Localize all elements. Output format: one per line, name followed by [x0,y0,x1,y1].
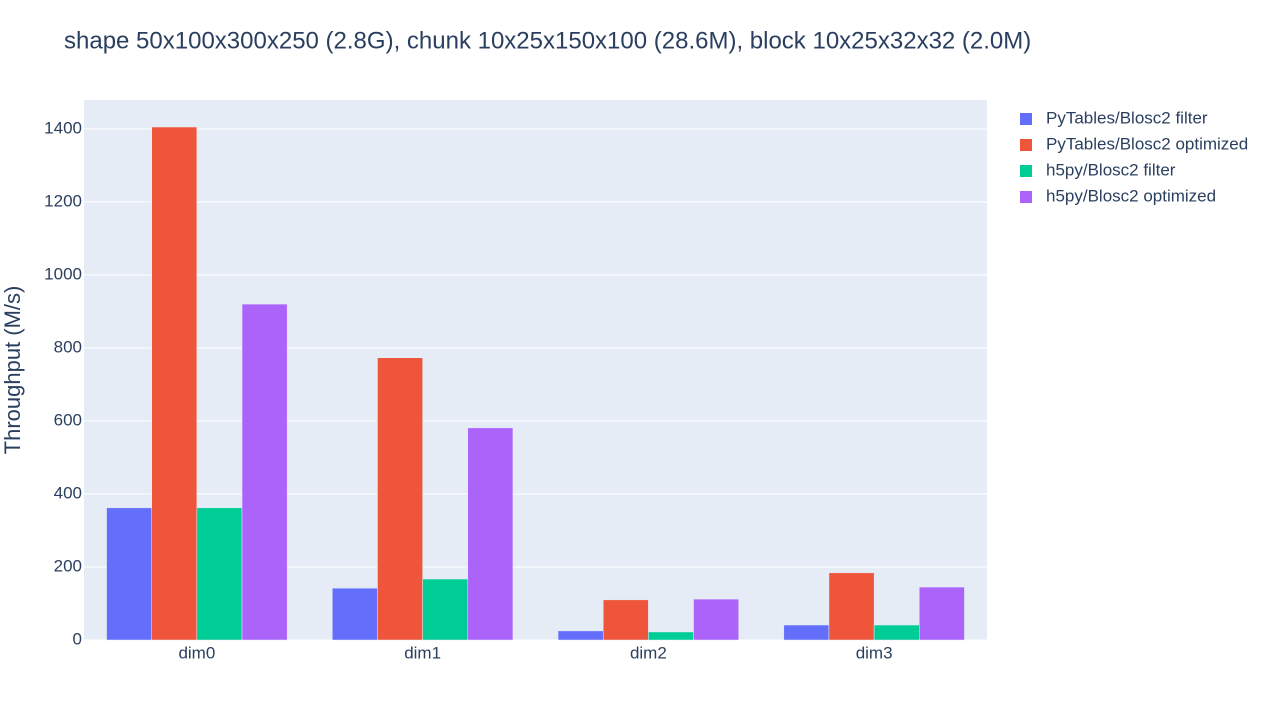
y-tick-label: 600 [54,410,82,429]
bar [377,357,423,641]
y-tick-label: 1000 [44,264,82,283]
bar [873,624,920,641]
bar [919,586,965,641]
y-tick-label: 1400 [44,118,82,137]
x-tick-label: dim0 [178,643,215,662]
legend-label: PyTables/Blosc2 filter [1046,108,1208,127]
bar [241,303,288,641]
bar [422,578,469,641]
chart-title: shape 50x100x300x250 (2.8G), chunk 10x25… [64,27,1031,54]
bar [332,587,378,641]
legend-swatch [1020,165,1032,177]
legend-swatch [1020,113,1032,125]
bar [828,572,875,641]
x-tick-label: dim3 [856,643,893,662]
x-tick-label: dim1 [404,643,441,662]
bar [693,598,739,641]
bar [196,507,243,641]
bar [602,599,649,641]
legend-label: h5py/Blosc2 filter [1046,160,1176,179]
bar [783,624,830,641]
y-axis-title: Throughput (M/s) [0,286,25,455]
bar [467,427,514,641]
y-tick-label: 200 [54,556,82,575]
legend-swatch [1020,139,1032,151]
bar [648,631,694,641]
y-tick-label: 1200 [44,191,82,210]
bar [106,507,152,641]
y-tick-label: 0 [73,629,82,648]
legend-label: h5py/Blosc2 optimized [1046,186,1216,205]
legend-label: PyTables/Blosc2 optimized [1046,134,1248,153]
bar [557,630,604,641]
x-tick-label: dim2 [630,643,667,662]
bar [151,126,198,641]
legend-swatch [1020,191,1032,203]
y-tick-label: 800 [54,337,82,356]
y-tick-label: 400 [54,483,82,502]
